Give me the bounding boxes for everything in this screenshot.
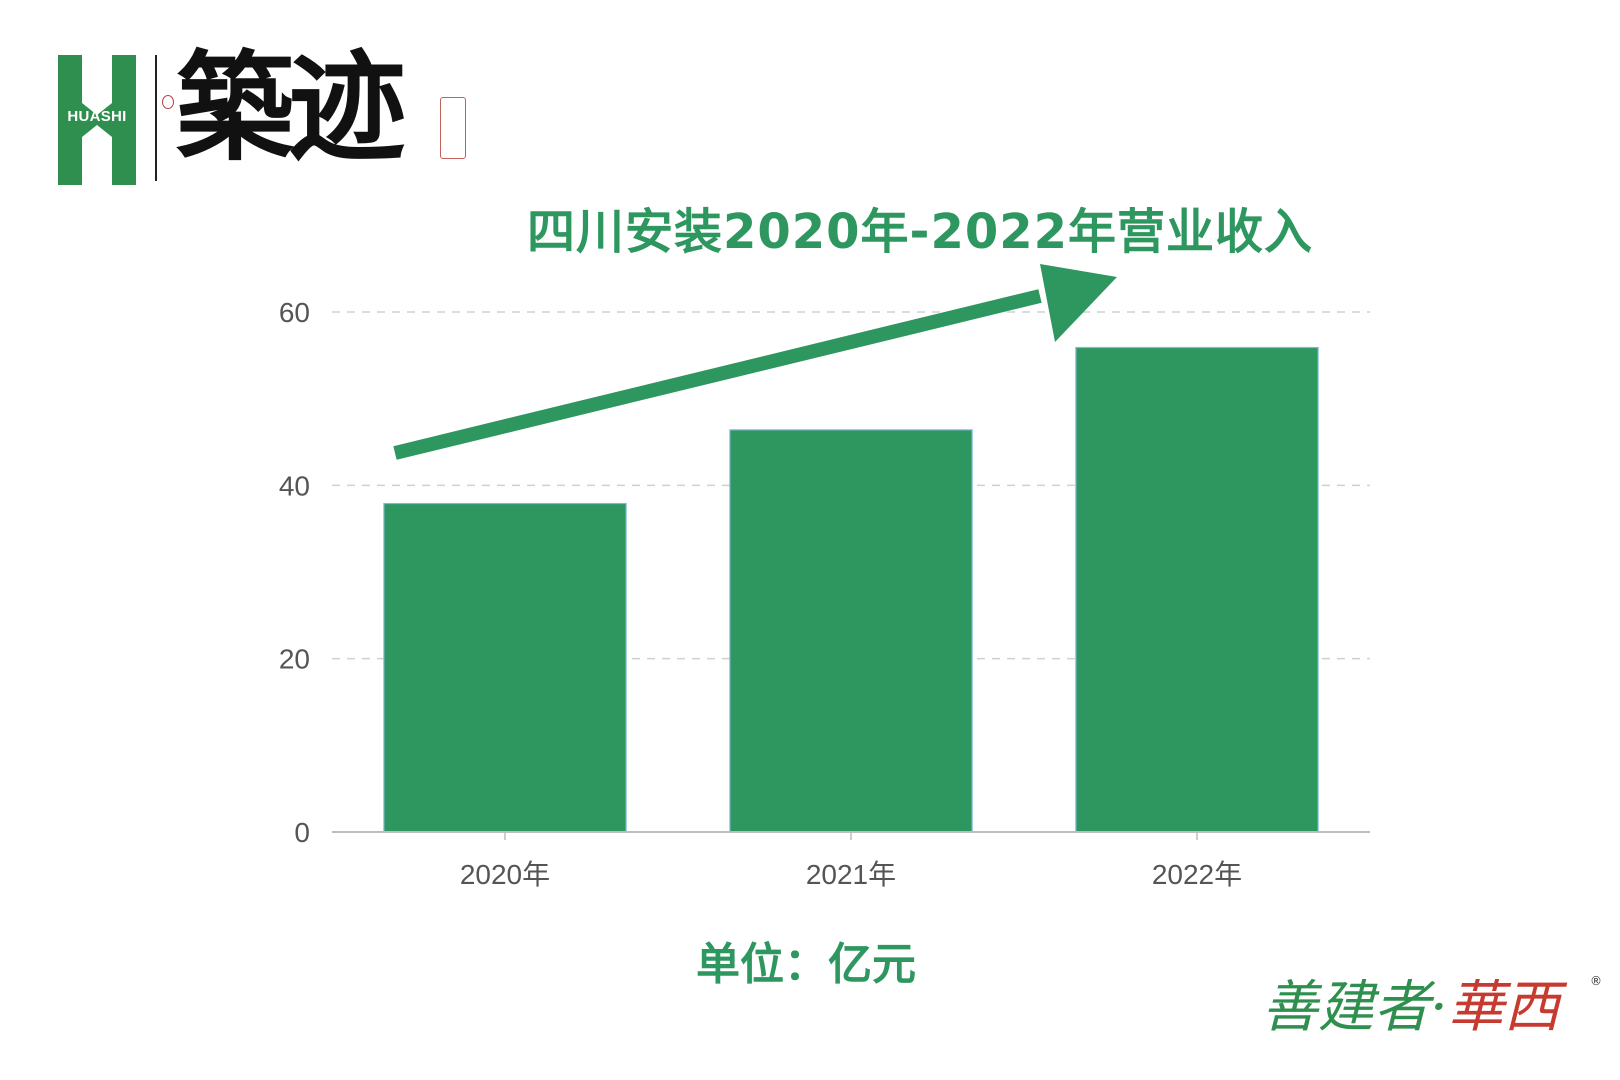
chart-title: 四川安装2020年-2022年营业收入: [526, 204, 1314, 260]
trend-arrow-icon: [393, 264, 1117, 460]
bar-2020年: [383, 502, 627, 833]
logo-divider: [155, 55, 157, 181]
brand-text-red: 華西: [1447, 975, 1560, 1040]
bar-2022年: [1075, 346, 1319, 833]
bars: [383, 346, 1319, 833]
logo-h-mark-icon: [58, 55, 136, 185]
logo: HUASHI 築迹: [58, 49, 498, 195]
y-tick-label: 40: [279, 470, 310, 501]
logo-seal-dot-icon: [162, 95, 174, 109]
bar-2021年: [729, 429, 973, 833]
x-axis-ticks: 2020年 2021年 2022年: [460, 832, 1242, 890]
x-tick-label: 2020年: [460, 859, 550, 890]
x-tick-label: 2021年: [806, 859, 896, 890]
logo-mark-text: HUASHI: [67, 108, 127, 125]
logo-calligraphy: 築迹: [176, 38, 406, 177]
x-tick-label: 2022年: [1152, 859, 1242, 890]
logo-seal-stamp-icon: [440, 97, 466, 159]
unit-label: 单位：亿元: [696, 939, 916, 990]
brand-signature: 善建者·華西 ®: [1262, 974, 1602, 1050]
y-tick-label: 60: [279, 297, 310, 328]
y-axis-ticks: 0 20 40 60: [279, 297, 310, 848]
y-tick-label: 0: [294, 817, 310, 848]
registered-mark: ®: [1590, 974, 1602, 988]
y-tick-label: 20: [279, 644, 310, 675]
brand-text-green: 善建者·: [1262, 975, 1448, 1040]
